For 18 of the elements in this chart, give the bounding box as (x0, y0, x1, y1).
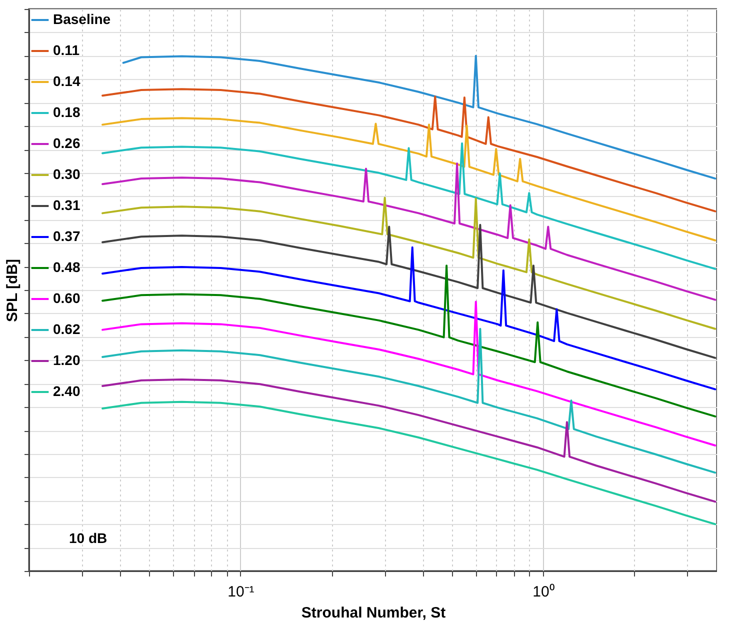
x-tick-label: 10⁰ (532, 584, 554, 600)
legend-label: 1.20 (53, 352, 80, 368)
x-axis-title: Strouhal Number, St (301, 604, 446, 622)
text: 10 dB (69, 530, 108, 546)
x-tick-label: 10⁻¹ (228, 584, 254, 600)
legend-label: 0.31 (53, 197, 80, 213)
legend-label: 0.18 (53, 104, 80, 120)
legend-label: 0.26 (53, 135, 80, 151)
legend-label: 2.40 (53, 383, 80, 399)
legend-label: 0.48 (53, 259, 80, 275)
legend-label: 0.62 (53, 321, 80, 337)
legend-label: 0.37 (53, 228, 80, 244)
legend-label: 0.30 (53, 166, 80, 182)
y-axis-title: SPL [dB] (4, 258, 21, 322)
legend-label: Baseline (53, 11, 111, 27)
legend-label: 0.11 (53, 42, 80, 58)
legend-label: 0.60 (53, 290, 80, 306)
legend-label: 0.14 (53, 73, 80, 89)
